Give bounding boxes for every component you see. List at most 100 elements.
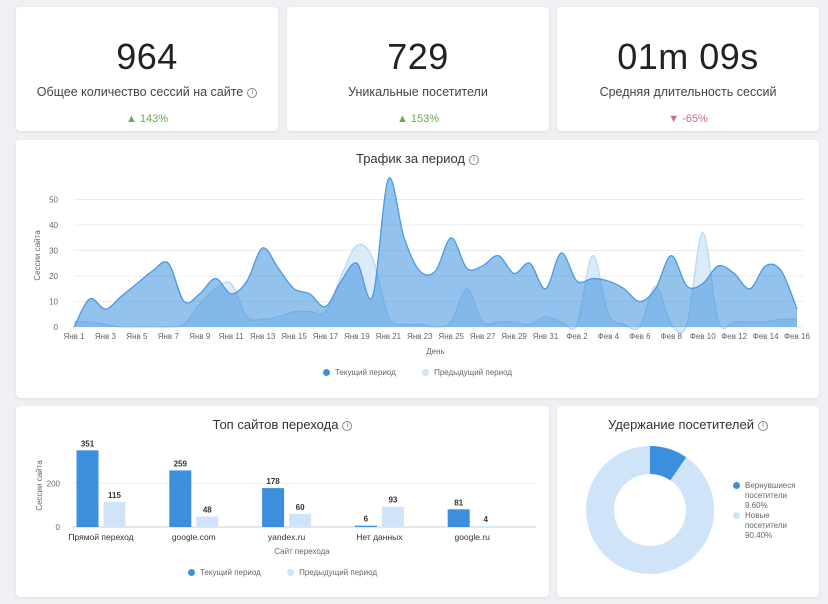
kpi-change: ▲ 153% bbox=[396, 113, 440, 125]
x-tick-label: Янв 15 bbox=[281, 332, 307, 341]
kpi-value: 729 bbox=[387, 36, 449, 77]
legend-label: Текущий период bbox=[334, 368, 396, 377]
y-tick-label: 50 bbox=[49, 196, 58, 205]
category-label: Прямой переход bbox=[68, 532, 133, 542]
x-tick-label: Янв 31 bbox=[533, 332, 559, 341]
kpi-label: Уникальные посетители bbox=[348, 85, 488, 99]
kpi-label: Средняя длительность сессий bbox=[599, 85, 777, 99]
traffic-chart-card: Трафик за период i 0 10 20 30 40 50 Сессии сайт… bbox=[16, 140, 819, 398]
x-tick-label: Фев 10 bbox=[690, 332, 716, 341]
y-axis-label: Сессии сайта bbox=[33, 230, 42, 281]
x-tick-label: Фев 4 bbox=[598, 332, 620, 341]
y-tick-label: 30 bbox=[49, 247, 58, 256]
donut-legend-new[interactable]: Новые посетители 90.40% bbox=[733, 511, 787, 541]
x-tick-label: Фев 2 bbox=[566, 332, 588, 341]
x-tick-label: Янв 29 bbox=[501, 332, 527, 341]
bar-value-label: 178 bbox=[266, 477, 280, 486]
series-area-current bbox=[74, 177, 797, 327]
legend-dot-icon bbox=[422, 369, 430, 377]
x-tick-label: Янв 23 bbox=[407, 332, 433, 341]
y-axis-label: Сессии сайта bbox=[35, 460, 44, 511]
x-tick-label: Янв 27 bbox=[470, 332, 496, 341]
legend-label: Новые bbox=[745, 511, 770, 520]
x-tick-label: Фев 14 bbox=[753, 332, 779, 341]
x-tick-label: Янв 1 bbox=[63, 332, 85, 341]
category-label: yandex.ru bbox=[268, 532, 306, 542]
x-tick-label: Янв 5 bbox=[126, 332, 148, 341]
traffic-chart-title: Трафик за период i bbox=[16, 151, 819, 166]
bar-previous bbox=[103, 501, 126, 527]
legend-value: 9.60% bbox=[745, 501, 768, 510]
x-tick-label: Янв 3 bbox=[95, 332, 117, 341]
x-tick-label: Янв 17 bbox=[313, 332, 339, 341]
category-label: google.com bbox=[172, 532, 216, 542]
legend-item-previous[interactable]: Предыдущий период bbox=[422, 368, 512, 377]
bar-value-label: 259 bbox=[174, 459, 188, 468]
y-tick-label: 10 bbox=[49, 298, 58, 307]
bar-value-label: 4 bbox=[483, 515, 488, 524]
bar-value-label: 81 bbox=[454, 498, 463, 507]
traffic-area-chart: 0 10 20 30 40 50 Сессии сайта Янв 1 Янв 3 Янв 5 Ян… bbox=[33, 177, 811, 356]
category-label: Нет данных bbox=[356, 532, 403, 542]
kpi-label: Общее количество сессий на сайте i bbox=[16, 85, 278, 99]
kpi-card-sessions: 964 Общее количество сессий на сайте i ▲ … bbox=[16, 7, 278, 131]
x-tick-label: Янв 11 bbox=[219, 332, 245, 341]
legend-label: Предыдущий период bbox=[434, 368, 513, 377]
x-tick-label: Фев 6 bbox=[629, 332, 651, 341]
x-tick-label: Фев 8 bbox=[661, 332, 683, 341]
info-icon[interactable]: i bbox=[342, 420, 353, 431]
x-axis-label: День bbox=[426, 347, 444, 356]
x-tick-label: Янв 9 bbox=[189, 332, 211, 341]
kpi-value: 964 bbox=[116, 36, 178, 77]
donut-legend-returning[interactable]: Вернувшиеся посетители 9.60% bbox=[733, 481, 796, 511]
category-label: google.ru bbox=[454, 532, 490, 542]
bar-current bbox=[262, 488, 285, 527]
retention-chart-title: Удержание посетителей i bbox=[557, 417, 819, 432]
y-tick-label: 20 bbox=[49, 272, 58, 281]
bar-previous bbox=[381, 506, 404, 527]
info-icon[interactable]: i bbox=[757, 420, 768, 431]
x-tick-label: Янв 7 bbox=[158, 332, 180, 341]
kpi-change: ▲ 143% bbox=[125, 113, 169, 125]
bar-current bbox=[169, 470, 192, 527]
bar-current bbox=[354, 525, 377, 527]
y-tick-label: 0 bbox=[56, 523, 61, 532]
legend-label: Предыдущий период bbox=[299, 568, 378, 577]
chart-title-text: Трафик за период bbox=[355, 151, 466, 166]
x-axis-label: Сайт перехода bbox=[274, 547, 330, 556]
x-tick-label: Янв 21 bbox=[376, 332, 402, 341]
bar-previous bbox=[289, 513, 312, 527]
bar-value-label: 48 bbox=[203, 506, 212, 515]
bar-value-label: 93 bbox=[388, 496, 397, 505]
x-tick-label: Янв 25 bbox=[438, 332, 464, 341]
bar-previous bbox=[474, 526, 497, 527]
legend-dot-icon bbox=[733, 512, 740, 520]
kpi-card-avg-duration: 01m 09s Средняя длительность сессий ▼ -6… bbox=[557, 7, 819, 131]
y-tick-label: 40 bbox=[49, 221, 58, 230]
legend-label: Текущий период bbox=[199, 568, 261, 577]
legend-item-current[interactable]: Текущий период bbox=[322, 368, 396, 377]
legend-label: посетители bbox=[745, 521, 787, 530]
donut-slice-new bbox=[586, 446, 714, 574]
chart-title-text: Топ сайтов перехода bbox=[212, 417, 339, 432]
donut-slice-returning bbox=[649, 446, 687, 481]
y-tick-label: 0 bbox=[54, 323, 59, 332]
x-tick-label: Фев 12 bbox=[721, 332, 747, 341]
x-tick-label: Янв 13 bbox=[250, 332, 276, 341]
sources-chart-card: Топ сайтов перехода i 0 200 Сессии сайта 351… bbox=[16, 406, 549, 597]
bar-current bbox=[76, 450, 99, 527]
sources-legend: Текущий период Предыдущий период bbox=[16, 568, 549, 577]
legend-item-current[interactable]: Текущий период bbox=[187, 568, 261, 577]
retention-chart-card: Удержание посетителей i Вернувшиеся посет… bbox=[557, 406, 819, 597]
legend-item-previous[interactable]: Предыдущий период bbox=[287, 568, 377, 577]
bar-value-label: 6 bbox=[364, 515, 369, 524]
kpi-label-text: Общее количество сессий на сайте bbox=[36, 85, 244, 99]
y-tick-label: 200 bbox=[47, 479, 61, 488]
x-tick-label: Янв 19 bbox=[344, 332, 370, 341]
bar-previous bbox=[196, 516, 219, 527]
info-icon[interactable]: i bbox=[469, 154, 480, 165]
traffic-legend: Текущий период Предыдущий период bbox=[16, 368, 819, 377]
info-icon[interactable]: i bbox=[247, 87, 258, 98]
sources-chart-title: Топ сайтов перехода i bbox=[16, 417, 549, 432]
